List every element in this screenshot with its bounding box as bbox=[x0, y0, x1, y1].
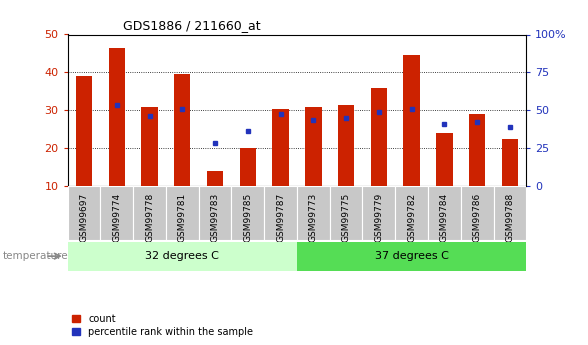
FancyBboxPatch shape bbox=[133, 186, 166, 240]
Text: GSM99774: GSM99774 bbox=[112, 193, 121, 242]
FancyBboxPatch shape bbox=[101, 186, 133, 240]
Legend: count, percentile rank within the sample: count, percentile rank within the sample bbox=[72, 314, 253, 337]
Bar bbox=[109, 48, 125, 186]
FancyBboxPatch shape bbox=[199, 186, 232, 240]
FancyBboxPatch shape bbox=[264, 186, 297, 240]
Bar bbox=[403, 55, 420, 186]
Bar bbox=[174, 74, 191, 186]
Text: GSM99783: GSM99783 bbox=[211, 193, 219, 242]
FancyBboxPatch shape bbox=[297, 186, 330, 240]
Text: GSM99786: GSM99786 bbox=[473, 193, 482, 242]
Bar bbox=[76, 76, 92, 186]
Text: GSM99775: GSM99775 bbox=[342, 193, 350, 242]
Bar bbox=[502, 139, 518, 186]
Bar bbox=[305, 107, 322, 186]
FancyBboxPatch shape bbox=[68, 186, 101, 240]
Text: GSM99782: GSM99782 bbox=[407, 193, 416, 242]
Bar bbox=[240, 148, 256, 186]
Text: 32 degrees C: 32 degrees C bbox=[145, 251, 219, 261]
FancyBboxPatch shape bbox=[493, 186, 526, 240]
FancyBboxPatch shape bbox=[461, 186, 493, 240]
FancyBboxPatch shape bbox=[232, 186, 264, 240]
FancyBboxPatch shape bbox=[68, 241, 297, 271]
Bar bbox=[272, 108, 289, 186]
Text: GSM99785: GSM99785 bbox=[243, 193, 252, 242]
Text: GSM99784: GSM99784 bbox=[440, 193, 449, 242]
Text: GSM99779: GSM99779 bbox=[375, 193, 383, 242]
Text: temperature: temperature bbox=[3, 251, 69, 261]
Text: GSM99778: GSM99778 bbox=[145, 193, 154, 242]
FancyBboxPatch shape bbox=[166, 186, 199, 240]
Text: GSM99773: GSM99773 bbox=[309, 193, 318, 242]
FancyBboxPatch shape bbox=[330, 186, 362, 240]
Bar bbox=[370, 88, 387, 186]
Text: GDS1886 / 211660_at: GDS1886 / 211660_at bbox=[123, 19, 260, 32]
Bar bbox=[338, 105, 354, 186]
Text: GSM99781: GSM99781 bbox=[178, 193, 187, 242]
Bar bbox=[436, 133, 453, 186]
Text: 37 degrees C: 37 degrees C bbox=[375, 251, 449, 261]
Bar bbox=[469, 114, 485, 186]
Bar bbox=[207, 171, 223, 186]
FancyBboxPatch shape bbox=[428, 186, 461, 240]
FancyBboxPatch shape bbox=[395, 186, 428, 240]
Text: GSM99788: GSM99788 bbox=[505, 193, 514, 242]
FancyBboxPatch shape bbox=[362, 186, 395, 240]
FancyBboxPatch shape bbox=[297, 241, 526, 271]
Text: GSM99697: GSM99697 bbox=[79, 193, 89, 242]
Bar bbox=[141, 107, 158, 186]
Text: GSM99787: GSM99787 bbox=[276, 193, 285, 242]
